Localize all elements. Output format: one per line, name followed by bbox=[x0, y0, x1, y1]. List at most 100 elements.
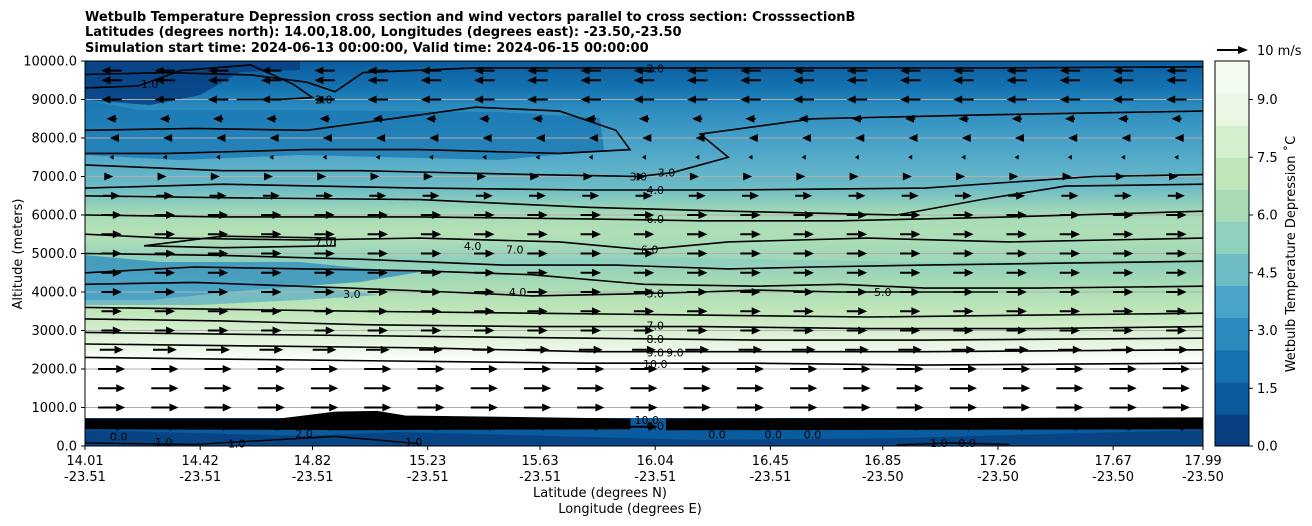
wind-vector-head bbox=[593, 345, 603, 354]
wind-vector-head bbox=[583, 172, 593, 181]
wind-vector bbox=[1162, 384, 1190, 393]
wind-vector bbox=[1058, 345, 1082, 354]
wind-vector-head bbox=[1067, 154, 1072, 160]
wind-vector-head bbox=[740, 76, 750, 85]
wind-vector bbox=[846, 288, 868, 296]
contour-line bbox=[85, 252, 1203, 270]
wind-vector-head bbox=[272, 211, 282, 219]
wind-vector-head bbox=[595, 403, 605, 412]
wind-vector bbox=[1056, 365, 1084, 373]
wind-vector-head bbox=[329, 403, 339, 412]
wind-vector-head bbox=[595, 365, 605, 373]
wind-vector bbox=[523, 365, 552, 373]
wind-vector bbox=[577, 422, 605, 431]
wind-vector bbox=[748, 154, 753, 160]
wind-vector bbox=[633, 326, 655, 335]
wind-vector bbox=[1006, 66, 1027, 75]
wind-vector-head bbox=[162, 154, 167, 160]
wind-vector-head bbox=[1021, 365, 1031, 373]
wind-vector bbox=[740, 288, 761, 296]
wind-vector-head bbox=[542, 422, 552, 431]
wind-vector-head bbox=[261, 66, 271, 75]
wind-vector bbox=[322, 134, 332, 142]
wind-vector-head bbox=[482, 154, 487, 160]
wind-vector bbox=[585, 114, 596, 123]
wind-vector-head bbox=[743, 172, 753, 181]
x-tick-label-lat: 17.99 bbox=[1184, 454, 1221, 469]
wind-vector bbox=[801, 154, 806, 160]
wind-vector bbox=[474, 326, 495, 335]
wind-vector bbox=[740, 211, 761, 219]
wind-vector-head bbox=[962, 191, 972, 200]
wind-vector bbox=[151, 365, 179, 373]
wind-vector-head bbox=[367, 66, 377, 75]
wind-vector bbox=[470, 384, 498, 393]
wind-vector-head bbox=[222, 384, 232, 393]
wind-vector-head bbox=[861, 384, 871, 393]
wind-vector-head bbox=[485, 211, 495, 219]
wind-vector bbox=[207, 211, 229, 219]
wind-vector-head bbox=[435, 422, 445, 431]
wind-vector-head bbox=[1071, 307, 1081, 316]
wind-vector bbox=[736, 403, 765, 412]
wind-vector-head bbox=[1180, 365, 1190, 373]
wind-vector-head bbox=[751, 249, 761, 258]
wind-vector-head bbox=[1115, 172, 1125, 181]
contour-line bbox=[85, 66, 1203, 93]
wind-vector bbox=[154, 76, 176, 85]
wind-vector-head bbox=[861, 422, 871, 431]
wind-vector bbox=[527, 230, 548, 239]
wind-vector bbox=[417, 403, 445, 412]
wind-vector-head bbox=[375, 154, 380, 160]
wind-vector bbox=[580, 95, 601, 104]
wind-vector bbox=[1166, 326, 1187, 335]
wind-vector-head bbox=[1166, 76, 1176, 85]
wind-vector bbox=[790, 365, 818, 373]
wind-vector bbox=[1006, 326, 1027, 335]
wind-vector-head bbox=[1127, 403, 1137, 412]
wind-vector bbox=[1003, 403, 1031, 412]
wind-vector-head bbox=[116, 384, 126, 393]
wind-vector bbox=[793, 307, 814, 316]
wind-vector-head bbox=[166, 249, 176, 258]
wind-vector-head bbox=[858, 307, 868, 316]
wind-vector-head bbox=[751, 307, 761, 316]
contour-label: 10.0 bbox=[635, 414, 660, 427]
wind-vector bbox=[101, 76, 122, 85]
wind-vector-head bbox=[1016, 191, 1026, 200]
wind-vector bbox=[314, 230, 335, 239]
wind-vector-head bbox=[1072, 345, 1082, 354]
wind-vector bbox=[98, 365, 126, 373]
upper-blue-region bbox=[85, 100, 604, 160]
wind-vector-head bbox=[219, 211, 229, 219]
wind-vector bbox=[420, 288, 442, 296]
wind-vector bbox=[425, 114, 437, 123]
x-tick-label-lat: 17.67 bbox=[1095, 454, 1132, 469]
wind-vector-head bbox=[1177, 211, 1187, 219]
wind-vector bbox=[687, 76, 708, 85]
wind-vector-head bbox=[911, 307, 921, 316]
wind-vector-head bbox=[432, 230, 442, 239]
wind-vector-head bbox=[1059, 95, 1069, 104]
wind-vector-head bbox=[154, 76, 164, 85]
wind-vector-head bbox=[808, 422, 818, 431]
wind-vector-head bbox=[968, 365, 978, 373]
surface-mid-region bbox=[85, 430, 1203, 446]
wind-vector-head bbox=[1177, 326, 1187, 335]
wind-vector-head bbox=[793, 66, 803, 75]
wind-vector bbox=[582, 191, 600, 200]
wind-vector bbox=[1059, 66, 1081, 75]
wind-vector-head bbox=[905, 114, 915, 123]
wind-vector bbox=[206, 345, 230, 354]
wind-vector bbox=[314, 211, 335, 219]
wind-vector bbox=[896, 384, 924, 393]
wind-vector-head bbox=[101, 66, 111, 75]
wind-vector-head bbox=[269, 154, 274, 160]
wind-vector-head bbox=[687, 76, 697, 85]
wind-vector bbox=[899, 76, 921, 85]
wind-vector bbox=[687, 249, 708, 258]
wind-vector bbox=[523, 422, 552, 431]
wind-vector-head bbox=[849, 172, 859, 181]
wind-vector-head bbox=[314, 66, 324, 75]
wind-vector bbox=[790, 422, 818, 431]
